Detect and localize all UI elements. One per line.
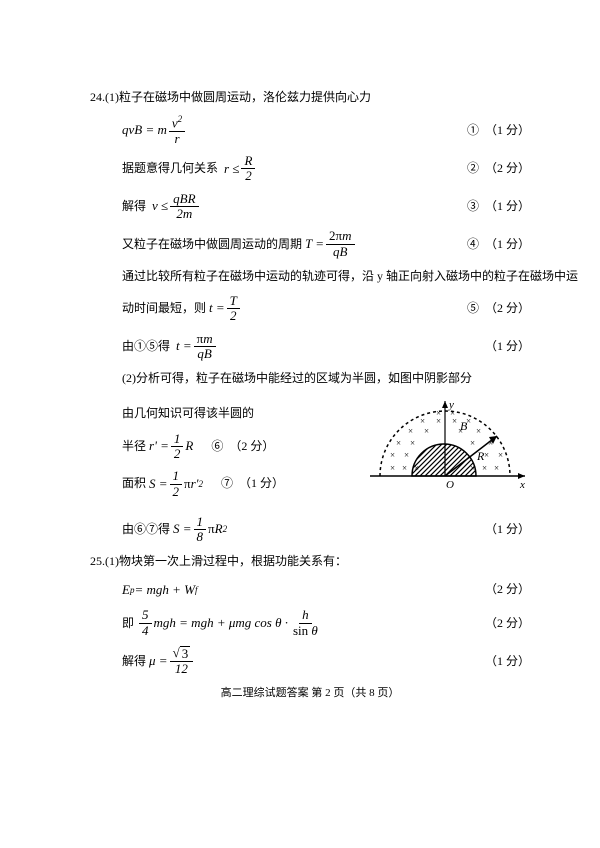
q24-eq9-row: 由⑥⑦得 S = 18 πR2 （1 分） (122, 515, 530, 545)
svg-text:×: × (498, 450, 503, 460)
q24-eq5-points: ⑤ （2 分） (467, 299, 530, 318)
svg-text:×: × (396, 438, 401, 448)
q24-eq1-row: qvB = m v2 r ① （1 分） (122, 115, 530, 146)
q24-eq4-points: ④ （1 分） (467, 235, 530, 254)
q24-line4-pre: 又粒子在磁场中做圆周运动的周期 (122, 235, 302, 254)
q25-eq2-points: （2 分） (485, 614, 530, 633)
q25-eq3: μ = 3 12 (149, 646, 195, 677)
fig-y-label: y (448, 399, 454, 411)
svg-text:×: × (420, 416, 425, 426)
q24-eq2-points: ② （2 分） (467, 159, 530, 178)
page-content: 24. (1)粒子在磁场中做圆周运动，洛伦兹力提供向心力 qvB = m v2 … (0, 0, 600, 722)
svg-text:×: × (410, 438, 415, 448)
q24-eq6: t = πmqB (176, 332, 218, 362)
q24-eq7-points: ⑥ （2 分） (211, 437, 274, 456)
q24-line7-pre: 由①⑤得 (122, 337, 170, 356)
q24-eq7: r' = 12 R (149, 432, 193, 462)
q24-eq4-row: 又粒子在磁场中做圆周运动的周期 T = 2πmqB ④ （1 分） (122, 229, 530, 259)
svg-text:×: × (390, 450, 395, 460)
svg-text:×: × (470, 438, 475, 448)
fig-R-label: R (476, 449, 485, 463)
q24-p1-intro-text: (1)粒子在磁场中做圆周运动，洛伦兹力提供向心力 (105, 88, 371, 107)
fig-O-label: O (446, 479, 454, 491)
svg-text:×: × (402, 463, 407, 473)
q24-eq8: S = 12 πr'2 (149, 469, 203, 499)
svg-text:×: × (484, 450, 489, 460)
q24-eq8-points: ⑦ （1 分） (221, 474, 284, 493)
fig-x-label: x (519, 479, 525, 491)
q24-eq5-row: 动时间最短，则 t = T2 ⑤ （2 分） (122, 294, 530, 324)
q25-eq1-row: Ep = mgh + Wf （2 分） (122, 580, 530, 601)
q24-eq2: r ≤ R2 (224, 154, 257, 184)
svg-text:×: × (436, 408, 441, 418)
q24-eq6-points: （1 分） (485, 337, 530, 356)
q24-eq3: v ≤ qBR2m (152, 192, 201, 222)
q24-line8: 由几何知识可得该半圆的 (122, 404, 362, 423)
q24-line3-pre: 解得 (122, 197, 146, 216)
q24-part1-intro: 24. (1)粒子在磁场中做圆周运动，洛伦兹力提供向心力 (90, 88, 530, 107)
q24-part2-intro: (2)分析可得，粒子在磁场中能经过的区域为半圆，如图中阴影部分 (122, 369, 530, 388)
q24-eq3-row: 解得 v ≤ qBR2m ③ （1 分） (122, 192, 530, 222)
q24-eq5: t = T2 (209, 294, 242, 324)
svg-text:×: × (424, 426, 429, 436)
q24-eq6-row: 由①⑤得 t = πmqB （1 分） (122, 332, 530, 362)
q25-eq3-points: （1 分） (485, 652, 530, 671)
q24-eq9: S = 18 πR2 (173, 515, 227, 545)
q24-eq1: qvB = m v2 r (122, 115, 187, 146)
q25-number: 25. (90, 552, 105, 571)
q25-eq2: 54 mgh = mgh + μmg cos θ · hsin θ (137, 608, 323, 638)
q24-part2-body: 由几何知识可得该半圆的 半径 r' = 12 R ⑥ （2 分） 面积 S = … (122, 396, 530, 506)
q24-eq7-row: 半径 r' = 12 R ⑥ （2 分） (122, 432, 362, 462)
svg-text:×: × (390, 463, 395, 473)
svg-text:×: × (404, 450, 409, 460)
q25-eq3-row: 解得 μ = 3 12 （1 分） (122, 646, 530, 677)
q24-line2-pre: 据题意得几何关系 (122, 159, 218, 178)
page-footer: 高二理综试题答案 第 2 页（共 8 页） (90, 685, 530, 703)
q25-part1-intro: 25. (1)物块第一次上滑过程中，根据功能关系有： (90, 552, 530, 571)
svg-text:×: × (476, 426, 481, 436)
q24-eq9-points: （1 分） (485, 520, 530, 539)
q24-eq2-row: 据题意得几何关系 r ≤ R2 ② （2 分） (122, 154, 530, 184)
q24-eq1-points: ① （1 分） (467, 121, 530, 140)
q25-eq1-points: （2 分） (485, 580, 530, 599)
q25-eq1: Ep = mgh + Wf (122, 580, 197, 601)
q25-eq2-row: 即 54 mgh = mgh + μmg cos θ · hsin θ （2 分… (122, 608, 530, 638)
semicircle-figure: ××× ××× ×××× ×××× ×××× ×××× ×× (370, 396, 530, 497)
q24-eq4: T = 2πmqB (305, 229, 357, 259)
q24-eq3-points: ③ （1 分） (467, 197, 530, 216)
q24-line6-pre: 动时间最短，则 (122, 299, 206, 318)
svg-text:×: × (494, 463, 499, 473)
q24-line5: 通过比较所有粒子在磁场中运动的轨迹可得，沿 y 轴正向射入磁场中的粒子在磁场中运 (122, 267, 530, 286)
svg-text:×: × (482, 463, 487, 473)
q24-number: 24. (90, 88, 105, 107)
q24-eq8-row: 面积 S = 12 πr'2 ⑦ （1 分） (122, 469, 362, 499)
fig-B-label: B (460, 419, 468, 433)
svg-text:×: × (408, 426, 413, 436)
